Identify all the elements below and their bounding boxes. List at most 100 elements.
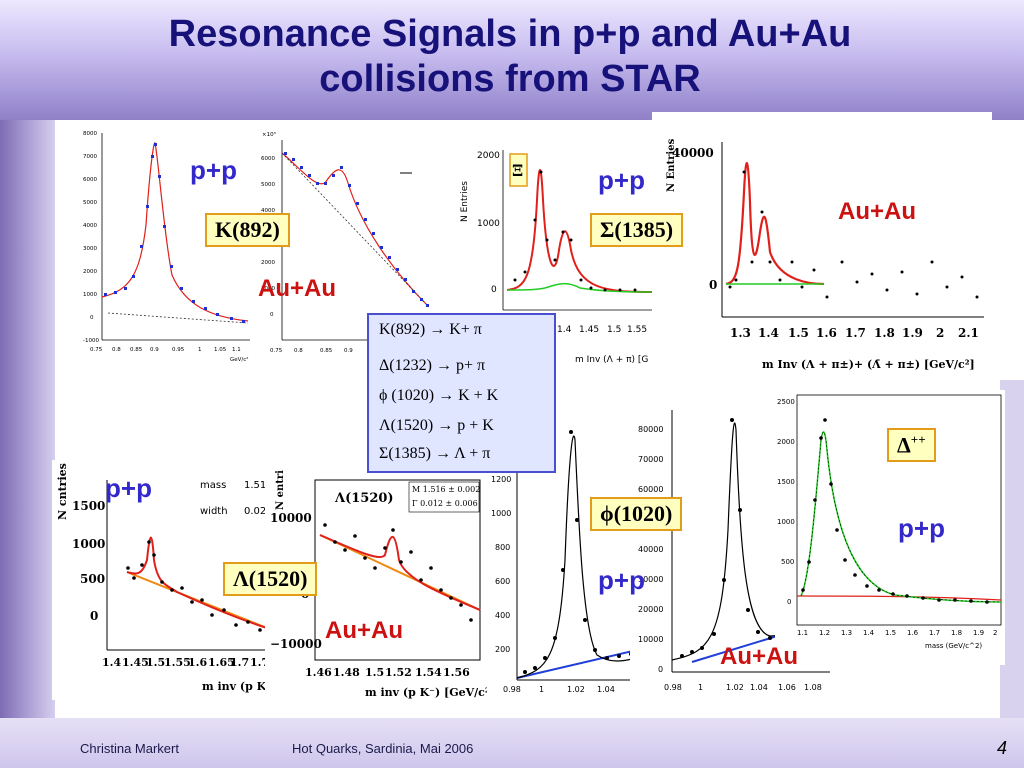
svg-text:1.4: 1.4 xyxy=(102,656,121,669)
svg-text:2000: 2000 xyxy=(477,151,500,161)
plot-k892-pp-svg: 8000 7000 6000 5000 4000 3000 2000 1000 … xyxy=(83,131,250,363)
svg-text:1.65: 1.65 xyxy=(208,656,235,669)
svg-text:1.52: 1.52 xyxy=(385,666,412,679)
plot-sigma1385-pp-points xyxy=(513,170,637,292)
svg-text:1.9: 1.9 xyxy=(973,629,984,637)
svg-text:1.3: 1.3 xyxy=(841,629,852,637)
svg-text:1.54: 1.54 xyxy=(415,666,442,679)
svg-text:1.5: 1.5 xyxy=(788,326,809,340)
svg-text:400: 400 xyxy=(495,611,510,620)
title-bar: Resonance Signals in p+p and Au+Au colli… xyxy=(0,0,1024,120)
decay-phi1020: ϕ (1020) → K + K xyxy=(379,387,499,404)
svg-text:0: 0 xyxy=(709,278,717,292)
plot-delta-svg: 2500 2000 1500 1000 500 0 1.1 1.2 1.3 1.… xyxy=(777,394,1002,650)
svg-text:10000: 10000 xyxy=(638,635,663,644)
svg-text:0.95: 0.95 xyxy=(172,347,185,353)
svg-text:0: 0 xyxy=(491,285,497,295)
svg-text:0.85: 0.85 xyxy=(320,348,333,354)
plot-sigma1385-auau: 40000 0 1.3 1.4 1.5 1.6 1.7 1.8 1.9 2 2.… xyxy=(652,112,992,380)
svg-text:1.6: 1.6 xyxy=(188,656,207,669)
svg-text:0.85: 0.85 xyxy=(130,347,143,353)
svg-text:1.7: 1.7 xyxy=(230,656,249,669)
svg-text:0.8: 0.8 xyxy=(112,347,121,353)
svg-text:0.02: 0.02 xyxy=(244,506,266,517)
svg-text:6000: 6000 xyxy=(261,156,275,162)
decay-lambda1520: Λ(1520) → p + K xyxy=(379,417,494,434)
plot-lambda1520-pp-points xyxy=(126,540,262,632)
svg-text:1.02: 1.02 xyxy=(726,683,744,692)
svg-text:0: 0 xyxy=(90,315,94,321)
svg-text:N entries: N entries xyxy=(275,470,286,510)
svg-text:2: 2 xyxy=(993,629,997,637)
svg-text:2: 2 xyxy=(936,326,944,340)
svg-text:1000: 1000 xyxy=(477,219,500,229)
svg-text:1000: 1000 xyxy=(261,286,275,292)
svg-text:1.4: 1.4 xyxy=(758,326,779,340)
background-bottom-band xyxy=(0,718,1024,768)
svg-text:2.1: 2.1 xyxy=(958,326,979,340)
svg-text:0: 0 xyxy=(658,665,663,674)
svg-text:N cntries: N cntries xyxy=(56,463,69,520)
svg-text:40000: 40000 xyxy=(638,545,663,554)
svg-text:1.6: 1.6 xyxy=(907,629,919,637)
plot-sigma1385-auau-points xyxy=(728,170,979,299)
svg-text:N Entries: N Entries xyxy=(460,181,470,222)
svg-text:1.45: 1.45 xyxy=(579,325,599,335)
svg-text:0.9: 0.9 xyxy=(150,347,159,353)
svg-text:1.3: 1.3 xyxy=(730,326,751,340)
svg-text:5000: 5000 xyxy=(261,182,275,188)
svg-text:3000: 3000 xyxy=(83,246,97,252)
plot-lambda1520-auau-points xyxy=(323,523,473,622)
svg-text:1000: 1000 xyxy=(72,537,105,551)
svg-text:0: 0 xyxy=(787,598,791,606)
svg-text:1.6: 1.6 xyxy=(816,326,837,340)
svg-text:30000: 30000 xyxy=(638,575,663,584)
page-number: 4 xyxy=(997,738,1008,758)
svg-text:-1000: -1000 xyxy=(83,338,99,344)
svg-text:1.5: 1.5 xyxy=(365,666,384,679)
label-auau-sigma: Au+Au xyxy=(838,198,916,225)
svg-text:1.55: 1.55 xyxy=(627,325,647,335)
svg-text:1.7: 1.7 xyxy=(929,629,940,637)
svg-text:0.75: 0.75 xyxy=(90,347,103,353)
svg-text:600: 600 xyxy=(495,577,510,586)
svg-text:6000: 6000 xyxy=(83,177,97,183)
svg-text:1.5: 1.5 xyxy=(885,629,896,637)
svg-text:1.5: 1.5 xyxy=(146,656,165,669)
label-pp-lambda: p+p xyxy=(105,473,152,503)
plot-k892-auau-points xyxy=(284,152,429,307)
svg-text:1.48: 1.48 xyxy=(333,666,360,679)
svg-text:0: 0 xyxy=(90,609,98,623)
svg-text:500: 500 xyxy=(80,572,105,586)
svg-text:0.98: 0.98 xyxy=(503,685,521,694)
svg-text:1.7: 1.7 xyxy=(250,656,267,669)
svg-text:5000: 5000 xyxy=(83,200,97,206)
svg-text:80000: 80000 xyxy=(638,425,663,434)
svg-text:mass (GeV/c^2): mass (GeV/c^2) xyxy=(925,642,982,650)
svg-text:1200: 1200 xyxy=(491,475,511,484)
svg-text:0: 0 xyxy=(270,312,274,318)
svg-text:M 1.516 ± 0.002: M 1.516 ± 0.002 xyxy=(412,485,480,494)
box-lambda1520: Λ(1520) xyxy=(223,562,318,596)
svg-text:1.04: 1.04 xyxy=(750,683,768,692)
svg-text:1: 1 xyxy=(698,683,703,692)
label-auau-k892: Au+Au xyxy=(258,275,336,302)
svg-text:7000: 7000 xyxy=(83,154,97,160)
svg-text:1.08: 1.08 xyxy=(804,683,822,692)
svg-text:1.02: 1.02 xyxy=(567,685,585,694)
plot-k892-auau-svg: ×10³ 6000 5000 4000 3000 2000 1000 0 0.7… xyxy=(261,131,432,354)
box-phi1020: ϕ(1020) xyxy=(590,497,683,531)
svg-text:1.04: 1.04 xyxy=(597,685,615,694)
plot-lambda1520-pp-svg: 1500 1000 500 0 1.4 1.45 1.5 1.55 1.6 1.… xyxy=(56,463,267,693)
svg-text:4000: 4000 xyxy=(83,223,97,229)
svg-text:800: 800 xyxy=(495,543,510,552)
svg-text:1: 1 xyxy=(539,685,544,694)
svg-text:m Inv (Λ + π) [G: m Inv (Λ + π) [G xyxy=(575,355,648,365)
svg-text:1.05: 1.05 xyxy=(214,347,227,353)
svg-text:1500: 1500 xyxy=(777,478,795,486)
svg-text:1.5: 1.5 xyxy=(607,325,621,335)
svg-text:Γ 0.012 ± 0.006: Γ 0.012 ± 0.006 xyxy=(412,499,478,508)
svg-text:1.06: 1.06 xyxy=(778,683,796,692)
label-pp-delta: p+p xyxy=(898,513,945,543)
svg-text:m inv (p K⁻) [GeV/c²]: m inv (p K⁻) [GeV/c²] xyxy=(365,686,487,699)
